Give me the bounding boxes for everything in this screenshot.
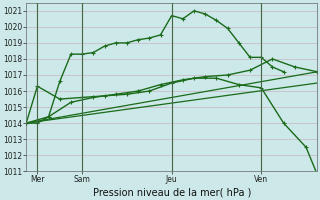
X-axis label: Pression niveau de la mer( hPa ): Pression niveau de la mer( hPa ): [92, 187, 251, 197]
